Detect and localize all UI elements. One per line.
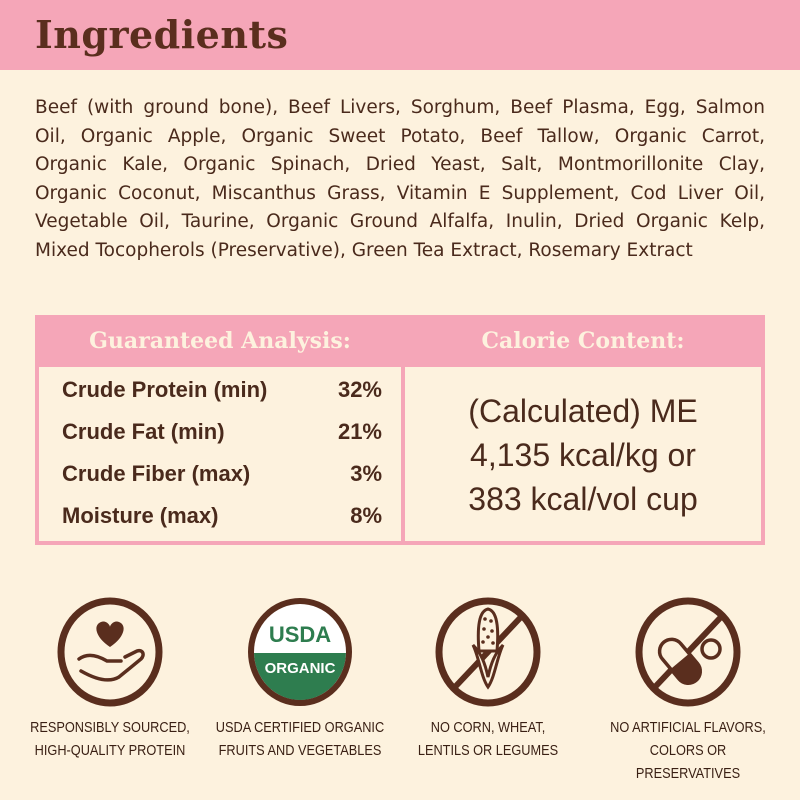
ingredients-line: Vegetable Oil, Taurine, Organic Ground A… xyxy=(35,211,765,233)
ingredients-line: Mixed Tocopherols (Preservative), Green … xyxy=(35,239,693,261)
seal-top-text: USDA xyxy=(269,622,331,647)
analysis-label: Crude Protein (min) xyxy=(62,377,268,402)
badge-caption: NO ARTIFICIAL FLAVORS, COLORS OR PRESERVA… xyxy=(603,716,773,785)
calorie-content: (Calculated) ME 4,135 kcal/kg or 383 kca… xyxy=(405,389,761,521)
caption-line: LENTILS OR LEGUMES xyxy=(417,742,559,759)
analysis-value: 3% xyxy=(350,461,382,486)
analysis-label: Moisture (max) xyxy=(62,503,219,528)
ingredients-line: Organic Kale, Organic Spinach, Dried Yea… xyxy=(35,154,765,176)
calorie-title: Calorie Content: xyxy=(481,328,685,354)
calorie-line: (Calculated) ME xyxy=(468,393,698,429)
caption-line: USDA CERTIFIED ORGANIC xyxy=(215,719,385,736)
caption-line: HIGH-QUALITY PROTEIN xyxy=(34,742,186,759)
calorie-line: 383 kcal/vol cup xyxy=(468,481,698,517)
analysis-rows: Crude Protein (min) 32% Crude Fat (min) 21… xyxy=(62,377,382,545)
seal-bottom-text: ORGANIC xyxy=(265,660,336,677)
nutrition-table: Guaranteed Analysis: Calorie Content: Cr… xyxy=(35,315,765,545)
badge-caption: RESPONSIBLY SOURCED, HIGH-QUALITY PROTEIN xyxy=(25,716,195,762)
caption-line: FRUITS AND VEGETABLES xyxy=(218,742,382,759)
caption-line: COLORS OR PRESERVATIVES xyxy=(635,742,741,782)
ingredients-line: Oil, Organic Apple, Organic Sweet Potato… xyxy=(35,125,765,147)
badge-caption: NO CORN, WHEAT, LENTILS OR LEGUMES xyxy=(403,716,573,762)
usda-organic-seal-icon: USDA ORGANIC xyxy=(248,598,352,706)
analysis-row: Crude Fat (min) 21% xyxy=(62,419,382,461)
analysis-value: 21% xyxy=(337,419,382,444)
ingredients-line: Beef (with ground bone), Beef Livers, So… xyxy=(35,97,765,118)
badge-caption: USDA CERTIFIED ORGANIC FRUITS AND VEGETAB… xyxy=(215,716,385,762)
calorie-line: 4,135 kcal/kg or xyxy=(470,437,696,473)
table-header: Guaranteed Analysis: Calorie Content: xyxy=(39,319,761,367)
heart-hand-icon xyxy=(57,597,163,707)
analysis-label: Crude Fiber (max) xyxy=(62,461,251,486)
no-corn-icon xyxy=(435,597,541,707)
analysis-row: Crude Fiber (max) 3% xyxy=(62,461,382,503)
ingredients-header: Ingredients xyxy=(0,0,800,70)
caption-line: RESPONSIBLY SOURCED, xyxy=(30,719,190,736)
ingredients-line: Organic Coconut, Miscanthus Grass, Vitam… xyxy=(35,182,765,204)
page-title: Ingredients xyxy=(35,12,289,57)
analysis-label: Crude Fat (min) xyxy=(62,419,225,444)
analysis-value: 32% xyxy=(337,377,382,402)
analysis-value: 8% xyxy=(350,503,382,528)
caption-line: NO CORN, WHEAT, xyxy=(430,719,546,736)
column-divider xyxy=(401,319,405,541)
no-pills-icon xyxy=(635,597,741,707)
ingredients-list: Beef (with ground bone), Beef Livers, So… xyxy=(35,94,765,266)
analysis-row: Moisture (max) 8% xyxy=(62,503,382,545)
caption-line: NO ARTIFICIAL FLAVORS, xyxy=(610,719,766,736)
analysis-title: Guaranteed Analysis: xyxy=(89,328,351,354)
analysis-row: Crude Protein (min) 32% xyxy=(62,377,382,419)
